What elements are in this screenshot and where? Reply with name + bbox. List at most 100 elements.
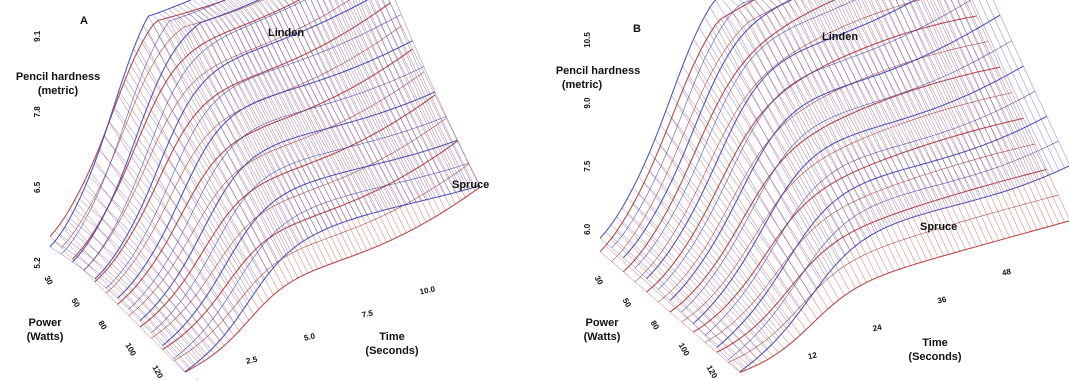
z-tick-label: 7.8: [33, 106, 42, 118]
surface-power-line: [726, 15, 867, 283]
surface-power-line: [730, 0, 867, 239]
panel-a-ylabel-line1: Power: [28, 317, 62, 329]
surface-power-line: [148, 31, 284, 288]
x-tick-label: 24: [872, 322, 883, 333]
z-tick-label: 6.0: [583, 223, 592, 235]
surface-power-line: [676, 104, 818, 320]
surface-power-line: [762, 0, 900, 270]
surface-power-line: [937, 0, 1027, 185]
surface-power-line: [801, 0, 928, 261]
surface-power-line: [827, 0, 939, 211]
surface-power-line: [103, 136, 240, 316]
surface-power-line: [94, 159, 230, 342]
surface-power-line: [807, 0, 922, 215]
surface-power-line: [715, 0, 856, 247]
surface-power-line: [610, 238, 752, 369]
surface-time-line: [184, 185, 481, 373]
surface-power-line: [720, 18, 862, 286]
surface-power-line: [248, 0, 378, 247]
surface-power-line: [340, 0, 436, 198]
surface-power-line: [123, 76, 259, 288]
surface-power-line: [162, 10, 299, 245]
surface-power-line: [193, 0, 328, 229]
surface-power-line: [49, 246, 186, 372]
surface-power-line: [329, 0, 437, 217]
surface-power-line: [632, 204, 774, 357]
surface-power-line: [638, 193, 779, 353]
surface-power-line: [255, 0, 382, 245]
surface-power-line: [985, 0, 1065, 169]
surface-power-line: [909, 0, 1005, 192]
surface-power-line: [963, 0, 1065, 223]
surface-power-line: [857, 0, 972, 249]
surface-power-line: [162, 18, 299, 279]
panel-a-series-label-linden: Linden: [268, 27, 304, 39]
panel-b-series-label-spruce: Spruce: [920, 221, 957, 233]
x-tick-label: 10.0: [419, 284, 437, 296]
z-tick-label: 9.0: [583, 97, 592, 109]
surface-power-line: [103, 135, 240, 332]
y-tick-label: 100: [677, 341, 692, 358]
surface-power-line: [969, 0, 1069, 220]
surface-power-line: [599, 251, 741, 373]
surface-power-line: [262, 0, 387, 243]
y-tick-label: 50: [621, 297, 634, 310]
surface-power-line: [208, 0, 338, 225]
surface-power-line: [638, 176, 779, 338]
surface-power-line: [883, 0, 994, 243]
surface-power-line: [128, 61, 264, 281]
surface-power-line: [786, 0, 906, 221]
surface-power-line: [896, 0, 1005, 239]
surface-power-line: [317, 0, 427, 223]
surface-power-line: [770, 0, 906, 268]
surface-power-line: [375, 0, 471, 195]
surface-power-line: [682, 65, 823, 282]
y-tick-label: 80: [96, 319, 109, 332]
surface-power-line: [143, 25, 279, 263]
z-tick-label: 9.1: [33, 30, 42, 42]
surface-power-line: [49, 236, 186, 373]
surface-power-line: [283, 0, 402, 236]
surface-power-line: [272, 0, 382, 211]
panel-a-xlabel-line1: Time: [379, 331, 404, 343]
surface-power-line: [649, 152, 790, 325]
surface-power-line: [861, 0, 966, 203]
surface-time-line: [728, 194, 1059, 363]
surface-power-line: [737, 9, 878, 278]
surface-power-line: [328, 0, 427, 200]
surface-power-line: [322, 0, 422, 202]
panel-b-series-label-linden: Linden: [822, 31, 858, 43]
surface-power-line: [957, 0, 1043, 178]
surface-power-line: [605, 245, 746, 371]
surface-power-line: [902, 0, 999, 194]
surface-power-line: [215, 0, 343, 223]
surface-time-line: [681, 92, 1012, 323]
surface-power-line: [310, 0, 412, 204]
y-tick-label: 30: [593, 274, 606, 287]
surface-power-line: [118, 95, 254, 315]
surface-power-line: [368, 0, 466, 198]
surface-power-line: [64, 227, 200, 361]
surface-power-line: [133, 48, 269, 274]
y-tick-label: 80: [649, 319, 662, 332]
surface-power-line: [182, 13, 319, 270]
surface-power-line: [99, 150, 235, 323]
surface-power-line: [933, 0, 1038, 230]
surface-power-line: [182, 3, 319, 234]
surface-power-line: [627, 198, 768, 349]
surface-power-line: [388, 0, 481, 188]
surface-power-line: [877, 0, 988, 244]
surface-power-line: [304, 0, 407, 205]
panel-b-letter: B: [633, 23, 641, 35]
surface-power-line: [834, 0, 944, 209]
surface-power-line: [660, 145, 801, 335]
surface-power-line: [334, 0, 431, 199]
surface-power-line: [778, 0, 911, 266]
surface-power-line: [654, 138, 796, 318]
x-tick-label: 2.5: [245, 355, 258, 366]
surface-power-line: [207, 5, 343, 260]
surface-power-line: [847, 0, 955, 206]
surface-power-line: [229, 0, 353, 220]
surface-power-line: [794, 0, 922, 263]
